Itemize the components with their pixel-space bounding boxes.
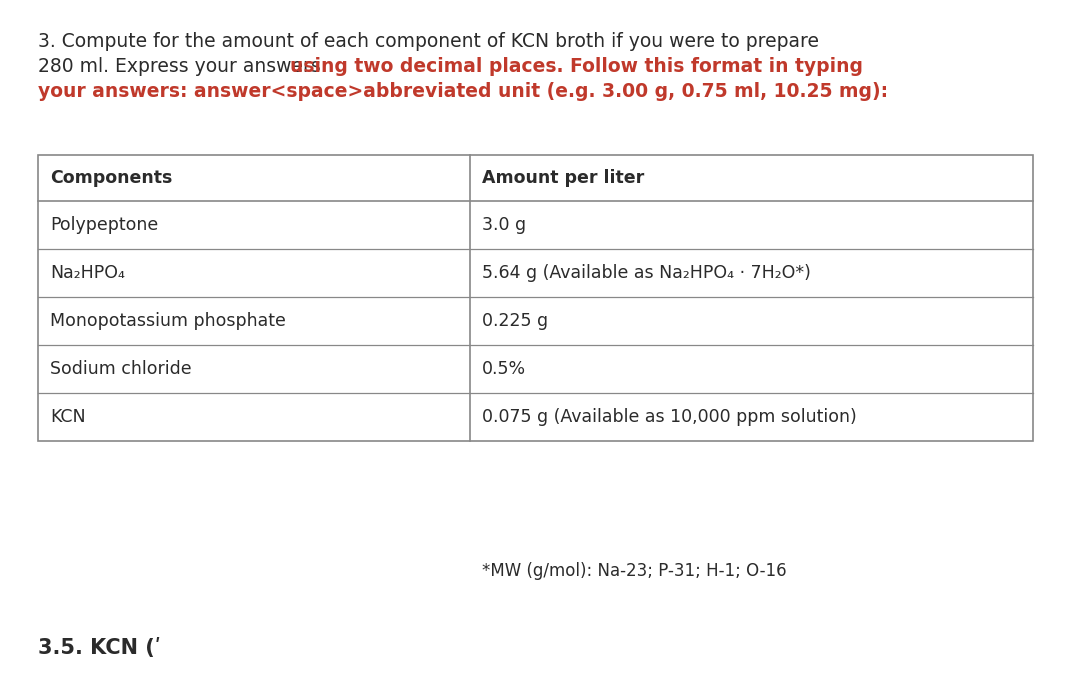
Text: Components: Components xyxy=(50,169,172,187)
Text: 0.075 g (Available as 10,000 ppm solution): 0.075 g (Available as 10,000 ppm solutio… xyxy=(482,408,856,426)
Text: 280 ml. Express your answers: 280 ml. Express your answers xyxy=(38,57,327,76)
Text: KCN: KCN xyxy=(50,408,86,426)
Text: your answers: answer<space>abbreviated unit (e.g. 3.00 g, 0.75 ml, 10.25 mg):: your answers: answer<space>abbreviated u… xyxy=(38,82,888,101)
Text: 0.225 g: 0.225 g xyxy=(482,312,548,330)
Bar xyxy=(38,155,1033,441)
Text: Monopotassium phosphate: Monopotassium phosphate xyxy=(50,312,285,330)
Text: Polypeptone: Polypeptone xyxy=(50,216,158,234)
Text: using two decimal places. Follow this format in typing: using two decimal places. Follow this fo… xyxy=(290,57,863,76)
Text: Amount per liter: Amount per liter xyxy=(482,169,645,187)
Text: 3. Compute for the amount of each component of KCN broth if you were to prepare: 3. Compute for the amount of each compon… xyxy=(38,32,819,51)
Text: 0.5%: 0.5% xyxy=(482,360,526,378)
Text: Sodium chloride: Sodium chloride xyxy=(50,360,191,378)
Text: 5.64 g (Available as Na₂HPO₄ · 7H₂O*): 5.64 g (Available as Na₂HPO₄ · 7H₂O*) xyxy=(482,264,811,282)
Text: 3.0 g: 3.0 g xyxy=(482,216,526,234)
Text: *MW (g/mol): Na-23; P-31; H-1; O-16: *MW (g/mol): Na-23; P-31; H-1; O-16 xyxy=(482,562,787,580)
Text: Na₂HPO₄: Na₂HPO₄ xyxy=(50,264,125,282)
Text: 3.5. KCN (ʹ: 3.5. KCN (ʹ xyxy=(38,638,161,658)
